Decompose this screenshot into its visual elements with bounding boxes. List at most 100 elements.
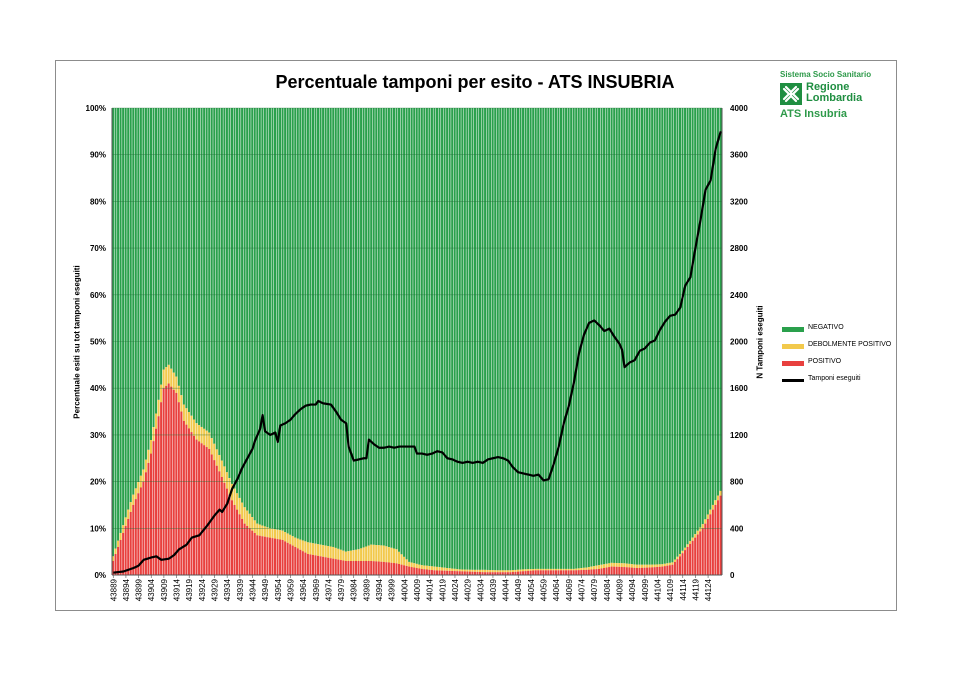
- bar-debolmente-positivo: [570, 568, 573, 571]
- bar-positivo: [448, 570, 451, 575]
- bar-debolmente-positivo: [430, 566, 433, 571]
- bar-positivo: [241, 518, 244, 575]
- bar-negativo: [585, 108, 588, 568]
- bar-positivo: [301, 551, 304, 575]
- bar-positivo: [661, 566, 664, 575]
- x-tick-label: 43989: [362, 578, 371, 601]
- bar-debolmente-positivo: [291, 536, 294, 546]
- bar-positivo: [694, 537, 697, 575]
- bar-debolmente-positivo: [349, 550, 352, 561]
- bar-negativo: [476, 108, 479, 570]
- bar-debolmente-positivo: [681, 550, 684, 554]
- bar-negativo: [592, 108, 595, 567]
- bar-negativo: [451, 108, 454, 569]
- y2-tick-label: 800: [730, 478, 744, 487]
- bar-debolmente-positivo: [392, 548, 395, 564]
- chart-frame: [55, 60, 897, 611]
- bar-debolmente-positivo: [170, 368, 173, 387]
- bar-positivo: [430, 570, 433, 575]
- bar-debolmente-positivo: [208, 432, 211, 449]
- bar-positivo: [630, 567, 633, 575]
- bar-negativo: [709, 108, 712, 510]
- bar-debolmente-positivo: [600, 564, 603, 569]
- bar-negativo: [542, 108, 545, 569]
- bar-negativo: [691, 108, 694, 538]
- bar-debolmente-positivo: [375, 545, 378, 562]
- bar-debolmente-positivo: [279, 530, 282, 540]
- bar-debolmente-positivo: [360, 548, 363, 561]
- bar-positivo: [668, 565, 671, 575]
- bar-positivo: [491, 572, 494, 575]
- bar-negativo: [124, 108, 127, 518]
- bar-negativo: [246, 108, 249, 511]
- bar-negativo: [668, 108, 671, 563]
- bar-debolmente-positivo: [451, 568, 454, 571]
- x-tick-label: 43994: [375, 578, 384, 601]
- bar-negativo: [570, 108, 573, 569]
- bar-debolmente-positivo: [484, 569, 487, 573]
- bar-debolmente-positivo: [446, 567, 449, 571]
- x-tick-label: 43999: [388, 578, 397, 601]
- bar-positivo: [648, 567, 651, 575]
- bar-debolmente-positivo: [552, 568, 555, 571]
- bar-negativo: [261, 108, 264, 526]
- bar-negativo: [339, 108, 342, 550]
- bar-negativo: [537, 108, 540, 569]
- bar-positivo: [329, 558, 332, 575]
- bar-negativo: [177, 108, 180, 386]
- bar-negativo: [461, 108, 464, 570]
- bar-positivo: [377, 561, 380, 575]
- logo-name: Regione Lombardia: [806, 81, 863, 104]
- bar-debolmente-positivo: [403, 556, 406, 566]
- bar-positivo: [339, 560, 342, 575]
- bar-positivo: [420, 568, 423, 575]
- bar-negativo: [190, 108, 193, 416]
- bar-debolmente-positivo: [241, 502, 244, 519]
- bar-debolmente-positivo: [678, 553, 682, 557]
- bar-positivo: [243, 523, 246, 575]
- y-tick-label: 70%: [90, 244, 106, 253]
- bar-debolmente-positivo: [719, 490, 722, 496]
- bar-debolmente-positivo: [413, 563, 416, 568]
- legend-label-debolmente-positivo: DEBOLMENTE POSITIVO: [808, 341, 892, 348]
- bar-positivo: [317, 555, 320, 575]
- bar-positivo: [501, 572, 504, 575]
- bar-negativo: [694, 108, 697, 535]
- bar-debolmente-positivo: [532, 569, 535, 571]
- bar-positivo: [200, 443, 203, 575]
- bar-negativo: [367, 108, 370, 546]
- bar-negativo: [322, 108, 325, 546]
- bar-debolmente-positivo: [253, 520, 256, 533]
- bar-debolmente-positivo: [205, 430, 208, 448]
- bar-positivo: [327, 557, 330, 575]
- bar-positivo: [198, 441, 201, 575]
- bar-positivo: [580, 570, 583, 575]
- logo-top-text: Sistema Socio Sanitario: [780, 70, 872, 79]
- bar-negativo: [575, 108, 578, 569]
- bar-positivo: [549, 570, 552, 575]
- bar-negativo: [413, 108, 416, 564]
- bar-positivo: [681, 553, 684, 575]
- bar-positivo: [362, 560, 365, 575]
- bar-negativo: [248, 108, 251, 514]
- bar-negativo: [309, 108, 312, 543]
- bar-debolmente-positivo: [365, 546, 368, 561]
- bar-positivo: [187, 428, 190, 575]
- bar-debolmente-positivo: [453, 568, 456, 572]
- bar-debolmente-positivo: [324, 545, 327, 558]
- y-tick-label: 50%: [90, 338, 106, 347]
- bar-negativo: [711, 108, 714, 505]
- bar-debolmente-positivo: [258, 524, 261, 536]
- bar-positivo: [435, 570, 439, 575]
- bar-positivo: [271, 538, 274, 575]
- bar-negativo: [684, 108, 687, 548]
- bar-debolmente-positivo: [165, 367, 168, 386]
- bar-negativo: [382, 108, 385, 546]
- bar-negativo: [241, 108, 244, 503]
- bar-debolmente-positivo: [180, 395, 183, 412]
- bar-negativo: [147, 108, 150, 450]
- bar-negativo: [689, 108, 692, 541]
- bar-debolmente-positivo: [198, 425, 201, 442]
- legend-label-tamponi: Tamponi eseguiti: [808, 375, 861, 382]
- bar-debolmente-positivo: [182, 404, 185, 421]
